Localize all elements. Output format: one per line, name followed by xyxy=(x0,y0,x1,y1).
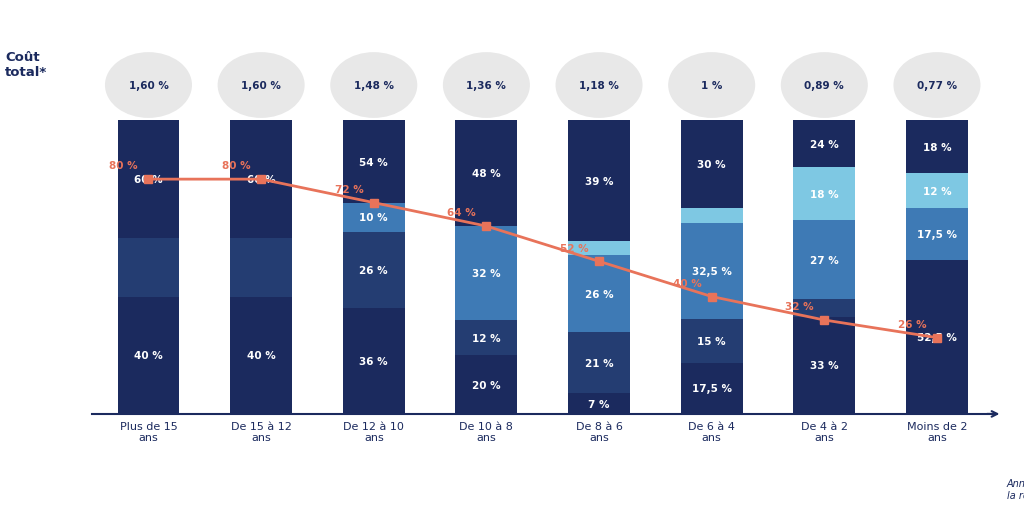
Bar xyxy=(681,121,742,209)
Bar xyxy=(568,241,630,256)
Text: 1 %: 1 % xyxy=(701,81,722,91)
Text: 1,60 %: 1,60 % xyxy=(129,81,168,91)
Text: 40 %: 40 % xyxy=(673,278,701,288)
Bar xyxy=(794,300,855,318)
Bar xyxy=(568,256,630,332)
Text: 26 %: 26 % xyxy=(359,266,388,276)
Bar xyxy=(230,238,292,297)
Text: 60 %: 60 % xyxy=(134,175,163,185)
Bar xyxy=(230,121,292,238)
Bar xyxy=(568,121,630,241)
Text: 64 %: 64 % xyxy=(447,208,476,218)
Text: 20 %: 20 % xyxy=(472,380,501,390)
Text: 72 %: 72 % xyxy=(335,184,364,194)
Bar xyxy=(568,332,630,393)
Text: 54 %: 54 % xyxy=(359,157,388,167)
Text: 33 %: 33 % xyxy=(810,361,839,371)
Text: 17,5 %: 17,5 % xyxy=(916,230,957,240)
Bar xyxy=(681,209,742,224)
Bar xyxy=(794,221,855,300)
Bar xyxy=(794,121,855,168)
Text: 39 %: 39 % xyxy=(585,176,613,186)
Text: 40 %: 40 % xyxy=(134,350,163,361)
Text: 1,48 %: 1,48 % xyxy=(353,81,394,91)
Text: 52,5 %: 52,5 % xyxy=(918,332,956,342)
Text: 36 %: 36 % xyxy=(359,357,388,366)
Text: Coût
total*: Coût total* xyxy=(5,50,47,78)
Bar xyxy=(456,227,517,320)
Text: 17,5 %: 17,5 % xyxy=(691,383,732,393)
Text: 60 %: 60 % xyxy=(247,175,275,185)
Text: 32,5 %: 32,5 % xyxy=(692,266,731,276)
Text: 18 %: 18 % xyxy=(923,142,951,153)
Text: Années avant
la retraite: Années avant la retraite xyxy=(1007,479,1024,500)
Text: 15 %: 15 % xyxy=(697,336,726,346)
Text: 52 %: 52 % xyxy=(560,243,589,253)
Text: 26 %: 26 % xyxy=(585,289,613,299)
Bar xyxy=(343,203,404,232)
Text: 1,36 %: 1,36 % xyxy=(467,81,506,91)
Bar xyxy=(343,121,404,203)
Text: 30 %: 30 % xyxy=(697,160,726,170)
Bar xyxy=(343,232,404,309)
Text: 12 %: 12 % xyxy=(923,186,951,196)
Text: 27 %: 27 % xyxy=(810,256,839,265)
Text: 40 %: 40 % xyxy=(247,350,275,361)
Text: 1,60 %: 1,60 % xyxy=(242,81,281,91)
Bar xyxy=(794,318,855,414)
Text: 32 %: 32 % xyxy=(472,269,501,278)
Text: 24 %: 24 % xyxy=(810,140,839,149)
Bar xyxy=(681,224,742,319)
Bar xyxy=(343,309,404,414)
Bar xyxy=(456,356,517,414)
Text: 10 %: 10 % xyxy=(359,213,388,223)
Bar xyxy=(794,168,855,221)
Bar xyxy=(456,121,517,227)
Text: 18 %: 18 % xyxy=(810,189,839,199)
Text: 0,89 %: 0,89 % xyxy=(805,81,844,91)
Bar xyxy=(906,121,968,174)
Text: 32 %: 32 % xyxy=(785,301,814,312)
Text: 7 %: 7 % xyxy=(589,399,609,409)
Text: 0,77 %: 0,77 % xyxy=(916,81,957,91)
Bar xyxy=(681,319,742,363)
Text: 1,18 %: 1,18 % xyxy=(580,81,618,91)
Text: 21 %: 21 % xyxy=(585,358,613,368)
Bar xyxy=(568,393,630,414)
Text: 12 %: 12 % xyxy=(472,333,501,343)
Text: 80 %: 80 % xyxy=(222,161,251,171)
Bar xyxy=(118,121,179,238)
Bar xyxy=(906,261,968,414)
Text: 26 %: 26 % xyxy=(898,319,927,329)
Bar xyxy=(906,209,968,261)
Bar xyxy=(906,174,968,209)
Bar xyxy=(118,238,179,297)
Bar xyxy=(230,297,292,414)
Bar xyxy=(681,363,742,414)
Bar xyxy=(118,297,179,414)
Text: 48 %: 48 % xyxy=(472,169,501,179)
Text: 80 %: 80 % xyxy=(110,161,138,171)
Bar xyxy=(456,320,517,356)
